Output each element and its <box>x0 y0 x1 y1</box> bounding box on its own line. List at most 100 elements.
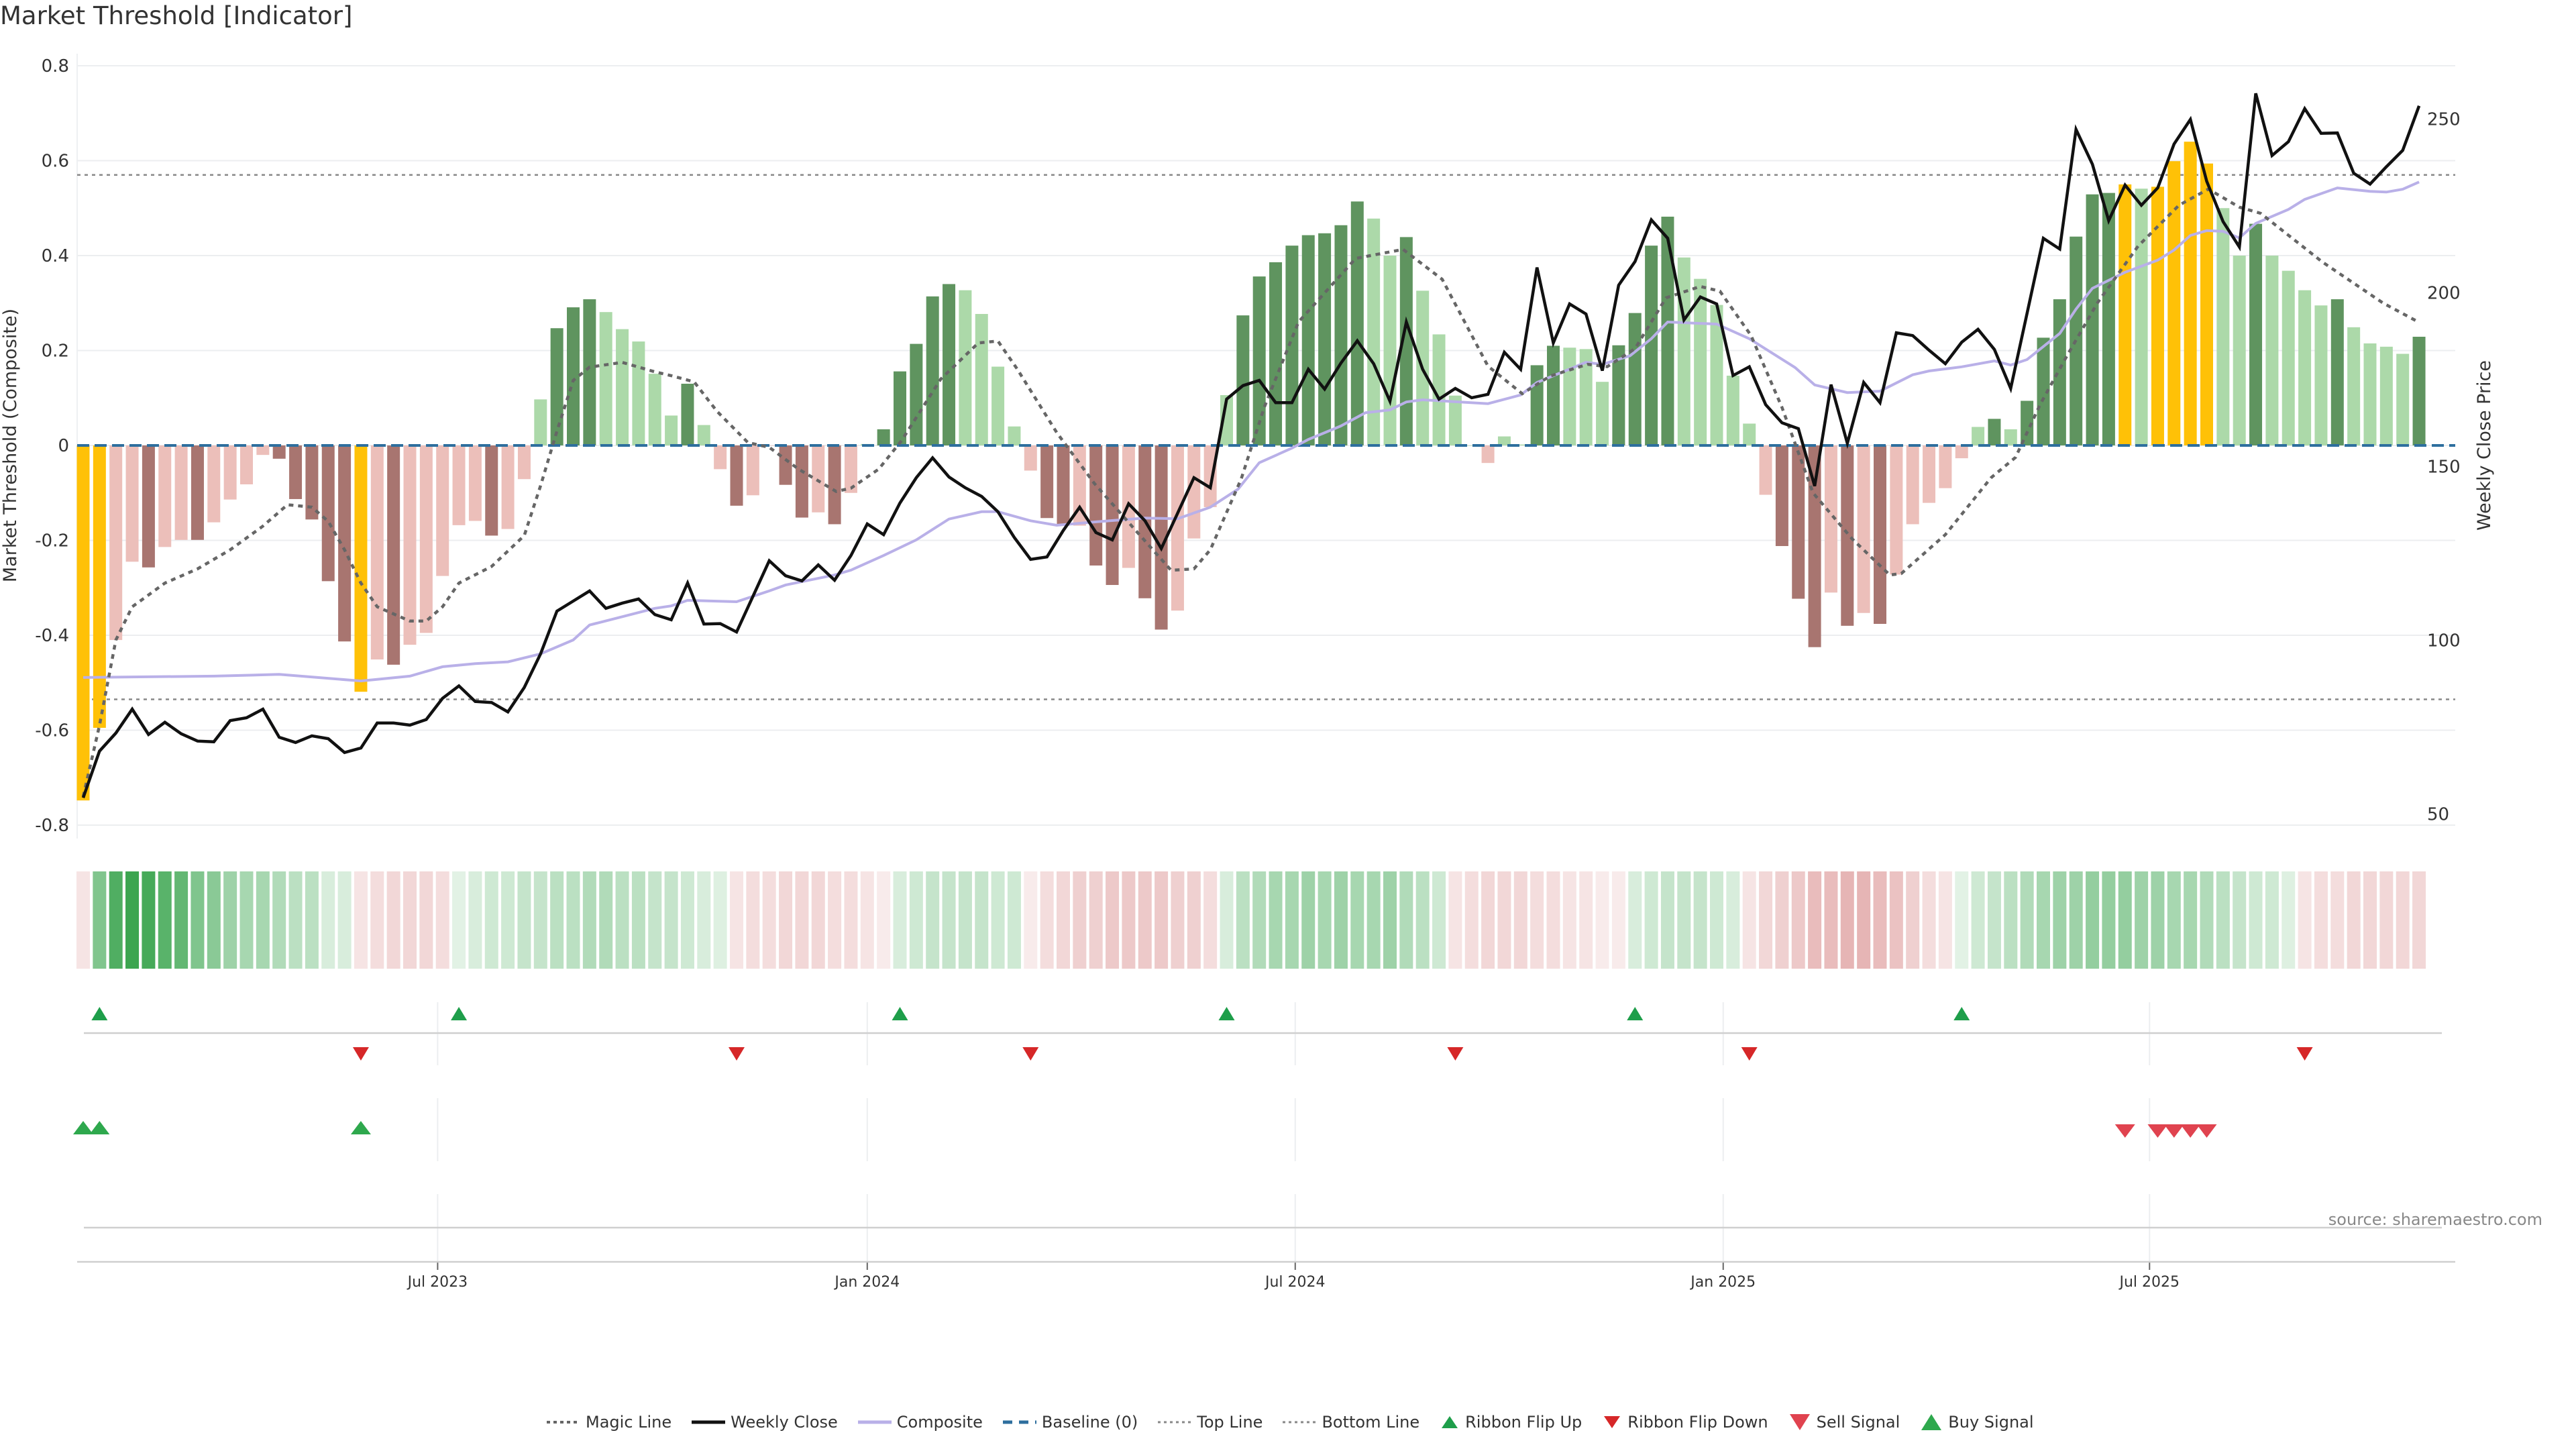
ribbon-cell <box>599 871 613 969</box>
composite-bar <box>1743 423 1756 445</box>
composite-bar <box>730 445 743 506</box>
ribbon-cell <box>1383 871 1397 969</box>
ribbon-cell <box>354 871 368 969</box>
composite-bar <box>1841 445 1854 626</box>
triangle-down-icon <box>1789 1414 1810 1430</box>
source-credit: source: sharemaestro.com <box>2328 1210 2542 1229</box>
ribbon-cell <box>1301 871 1316 969</box>
ribbon-cell <box>2298 871 2312 969</box>
ribbon-cell <box>1660 871 1674 969</box>
composite-bar <box>452 445 466 525</box>
composite-bar <box>1972 427 1985 445</box>
ribbon-cell <box>2282 871 2296 969</box>
ribbon-cell <box>1644 871 1658 969</box>
legend-item-buy-signal[interactable]: Buy Signal <box>1920 1413 2034 1432</box>
ribbon-cell <box>452 871 466 969</box>
composite-bar <box>2200 163 2213 445</box>
composite-bar <box>1547 345 1560 445</box>
ribbon-cell <box>1987 871 2001 969</box>
ribbon-cell <box>926 871 940 969</box>
ribbon-cell <box>1007 871 1021 969</box>
ribbon-cell <box>207 871 221 969</box>
weekly-close-line <box>81 93 2421 798</box>
composite-bar <box>1073 445 1086 526</box>
ribbon-cell <box>2216 871 2230 969</box>
legend-item-ribbon-flip-up[interactable]: Ribbon Flip Up <box>1440 1413 1582 1432</box>
ribbon-cell <box>811 871 825 969</box>
composite-bar <box>338 445 352 642</box>
composite-bar <box>1759 445 1772 495</box>
sell-signal-marker <box>2114 1124 2135 1138</box>
ribbon-flip-up-marker <box>1218 1007 1235 1020</box>
ribbon-cell <box>631 871 645 969</box>
composite-bar <box>1645 246 1658 445</box>
ribbon-cell <box>109 871 123 969</box>
ribbon-cell <box>2118 871 2132 969</box>
legend-item-composite[interactable]: Composite <box>857 1413 983 1432</box>
legend-item-weekly-close[interactable]: Weekly Close <box>692 1413 838 1432</box>
right-tick-label: 250 <box>2427 110 2461 130</box>
ribbon-cell <box>1318 871 1332 969</box>
ribbon-cell <box>713 871 727 969</box>
ribbon-cell <box>76 871 90 969</box>
legend-item-sell-signal[interactable]: Sell Signal <box>1788 1413 1900 1432</box>
sell-signal-marker <box>2163 1124 2184 1138</box>
composite-bar <box>746 445 759 496</box>
composite-bar <box>1579 349 1593 445</box>
legend-item-top-line[interactable]: Top Line <box>1158 1413 1263 1432</box>
composite-bar <box>2379 346 2393 445</box>
composite-bar <box>1874 445 1886 625</box>
ribbon-cell <box>893 871 907 969</box>
ribbon-cell <box>321 871 335 969</box>
composite-bar <box>1628 313 1642 445</box>
legend-item-baseline[interactable]: Baseline (0) <box>1002 1413 1138 1432</box>
ribbon-cell <box>1269 871 1283 969</box>
composite-bar <box>1677 257 1690 445</box>
ribbon-cell <box>1236 871 1250 969</box>
ribbon-cell <box>484 871 498 969</box>
composite-bar <box>1448 395 1462 445</box>
ribbon-cell <box>1415 871 1430 969</box>
composite-bar <box>305 445 319 520</box>
composite-bar <box>1203 445 1217 507</box>
x-tick-label: Jul 2023 <box>407 1274 468 1291</box>
ribbon-cell <box>1759 871 1773 969</box>
ribbon-cell <box>2265 871 2279 969</box>
composite-bar <box>1399 237 1413 445</box>
left-tick-label: -0.4 <box>35 626 69 646</box>
composite-bar <box>1890 445 1903 575</box>
buy-signal-marker <box>89 1121 110 1134</box>
ribbon-cell <box>419 871 433 969</box>
legend-item-bottom-line[interactable]: Bottom Line <box>1283 1413 1419 1432</box>
ribbon-cell <box>550 871 564 969</box>
ribbon-cell <box>2102 871 2116 969</box>
right-tick-label: 200 <box>2427 284 2461 304</box>
ribbon-cell <box>1040 871 1054 969</box>
ribbon-cell <box>2037 871 2050 969</box>
composite-bar <box>1334 225 1348 445</box>
composite-bar <box>1465 445 1479 446</box>
left-axis-title: Market Threshold (Composite) <box>0 309 21 582</box>
ribbon-cell <box>517 871 531 969</box>
ribbon-cell <box>1073 871 1087 969</box>
ribbon-cell <box>648 871 662 969</box>
composite-bar <box>2167 161 2181 445</box>
ribbon-cell <box>958 871 972 969</box>
legend-item-ribbon-flip-down[interactable]: Ribbon Flip Down <box>1602 1413 1768 1432</box>
composite-bar <box>223 445 237 500</box>
ribbon-flip-down-marker <box>352 1047 369 1061</box>
composite-bar <box>354 445 368 692</box>
composite-bar <box>174 445 188 540</box>
ribbon-cell <box>1024 871 1038 969</box>
ribbon-cell <box>2151 871 2165 969</box>
triangle-up-icon <box>1921 1414 1942 1430</box>
ribbon-cell <box>582 871 596 969</box>
ribbon-flip-down-marker <box>1447 1047 1464 1061</box>
composite-bar <box>1661 216 1674 445</box>
solid-line-icon <box>857 1420 892 1424</box>
composite-bar <box>289 445 303 499</box>
ribbon-cell <box>93 871 107 969</box>
legend-item-magic-line[interactable]: Magic Line <box>547 1413 672 1432</box>
ribbon-cell <box>370 871 384 969</box>
